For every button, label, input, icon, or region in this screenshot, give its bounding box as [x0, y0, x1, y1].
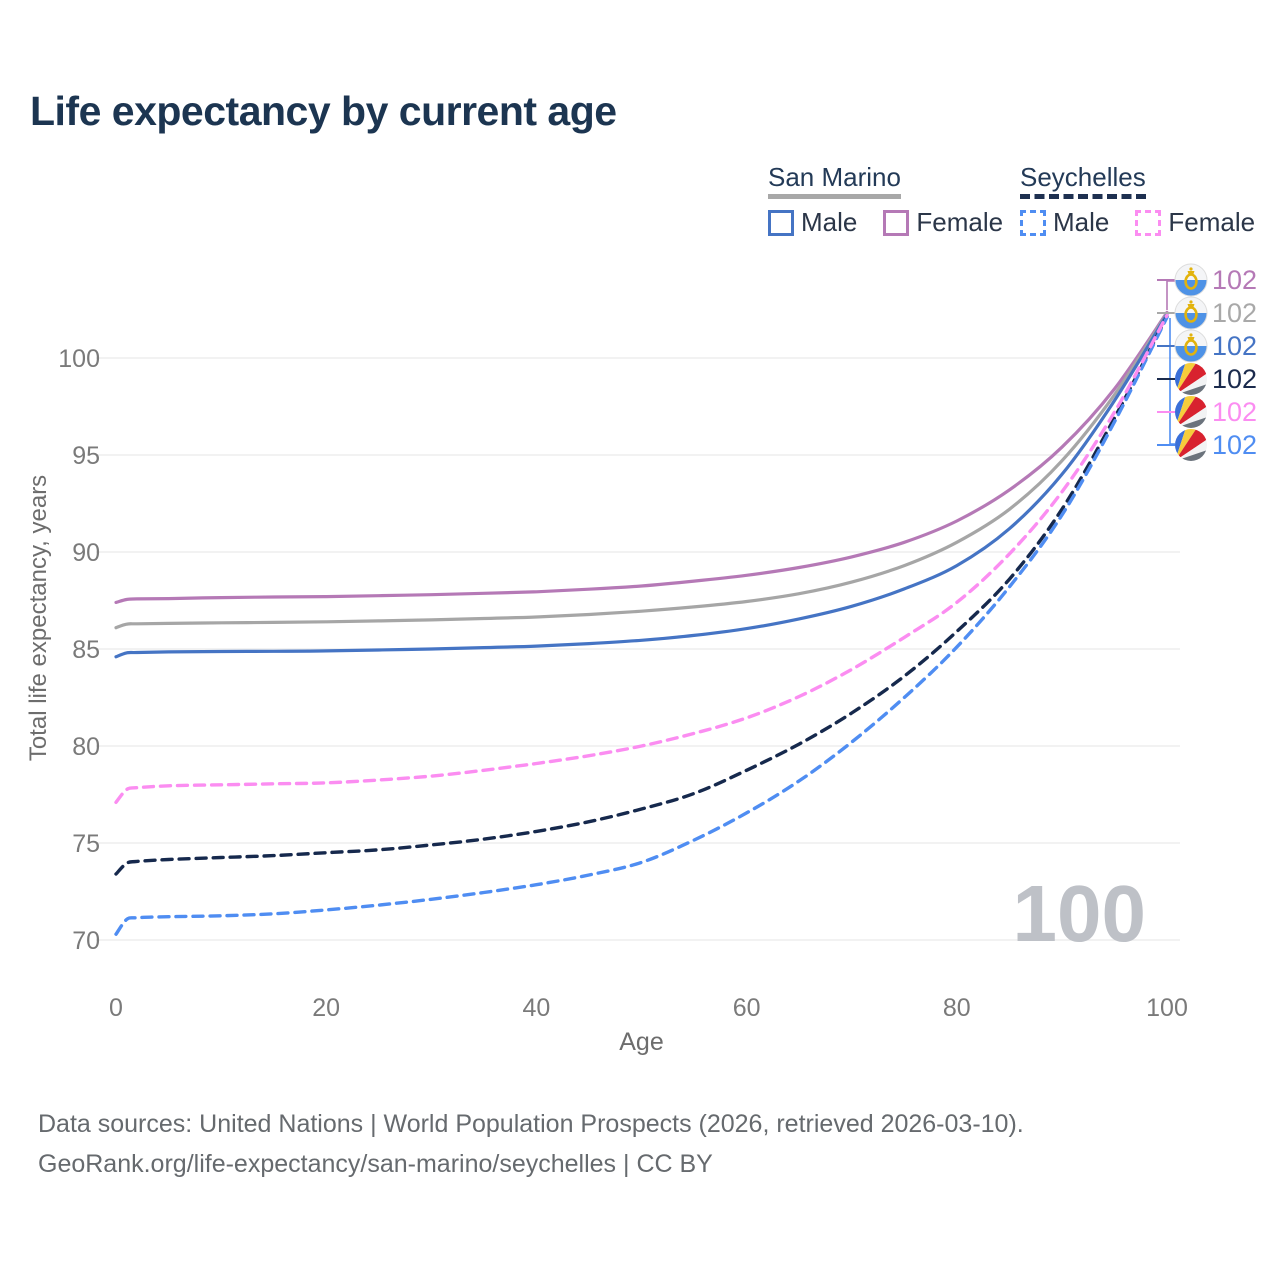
series-seychelles-male[interactable] [114, 315, 1169, 936]
footer-data-sources: Data sources: United Nations | World Pop… [38, 1110, 1024, 1138]
seychelles-flag-icon [1175, 363, 1207, 395]
legend-swatch-san-marino-male[interactable] [768, 209, 794, 236]
end-label-value: 102 [1212, 430, 1257, 460]
legend-label-san-marino-male: Male [801, 207, 858, 237]
end-label-value: 102 [1212, 331, 1257, 361]
end-label-seychelles-male[interactable]: 102 [1175, 429, 1257, 461]
legend-swatch-seychelles-female[interactable] [1135, 209, 1162, 236]
end-label-san-marino-all[interactable]: 102 [1174, 296, 1257, 330]
footer-attribution: GeoRank.org/life-expectancy/san-marino/s… [38, 1150, 713, 1178]
legend-label-seychelles-male: Male [1053, 207, 1110, 237]
y-tick-90: 90 [72, 539, 100, 567]
legend-group-title-seychelles[interactable]: Seychelles [1020, 162, 1146, 199]
y-tick-70: 70 [72, 927, 100, 955]
san-marino-flag-icon [1174, 296, 1208, 330]
page-title: Life expectancy by current age [30, 88, 617, 134]
seychelles-flag-icon [1175, 396, 1207, 428]
x-axis-title: Age [619, 1028, 663, 1056]
san-marino-flag-icon [1174, 329, 1208, 363]
legend-group-san-marino: San Marino Male Female [768, 162, 1003, 238]
series-san-marino-female[interactable] [114, 310, 1169, 604]
series-seychelles-all[interactable] [114, 314, 1169, 876]
y-tick-80: 80 [72, 733, 100, 761]
x-tick-100: 100 [1146, 994, 1188, 1022]
y-axis-title: Total life expectancy, years [25, 475, 52, 761]
footer: Data sources: United Nations | World Pop… [38, 1104, 1024, 1184]
legend-label-san-marino-female: Female [916, 207, 1004, 237]
x-tick-60: 60 [733, 994, 761, 1022]
end-label-san-marino-male[interactable]: 102 [1174, 329, 1257, 363]
end-label-seychelles-female[interactable]: 102 [1175, 396, 1257, 428]
end-label-value: 102 [1212, 265, 1257, 295]
seychelles-flag-icon [1175, 429, 1207, 461]
x-tick-20: 20 [312, 994, 340, 1022]
legend-swatch-san-marino-female[interactable] [883, 209, 910, 236]
san-marino-flag-icon [1174, 263, 1208, 297]
series-san-marino-all[interactable] [114, 311, 1169, 630]
end-label-seychelles-all[interactable]: 102 [1175, 363, 1257, 395]
end-label-value: 102 [1212, 298, 1257, 328]
age-counter-watermark: 100 [1013, 869, 1146, 958]
legend-label-seychelles-female: Female [1168, 207, 1256, 237]
end-label-value: 102 [1212, 364, 1257, 394]
legend-group-seychelles: Seychelles Male Female [1020, 162, 1255, 238]
x-tick-0: 0 [109, 994, 123, 1022]
connector-bottom [1169, 318, 1175, 445]
legend-group-title-san-marino[interactable]: San Marino [768, 162, 901, 199]
y-tick-95: 95 [72, 442, 100, 470]
y-tick-85: 85 [72, 636, 100, 664]
end-label-value: 102 [1212, 397, 1257, 427]
end-label-san-marino-female[interactable]: 102 [1174, 263, 1257, 297]
series-seychelles-female[interactable] [114, 313, 1169, 804]
legend-swatch-seychelles-male[interactable] [1020, 209, 1046, 236]
series-san-marino-male[interactable] [114, 312, 1169, 659]
y-tick-75: 75 [72, 830, 100, 858]
y-tick-100: 100 [58, 345, 100, 373]
connector-top [1166, 280, 1175, 310]
x-tick-80: 80 [943, 994, 971, 1022]
x-tick-40: 40 [522, 994, 550, 1022]
